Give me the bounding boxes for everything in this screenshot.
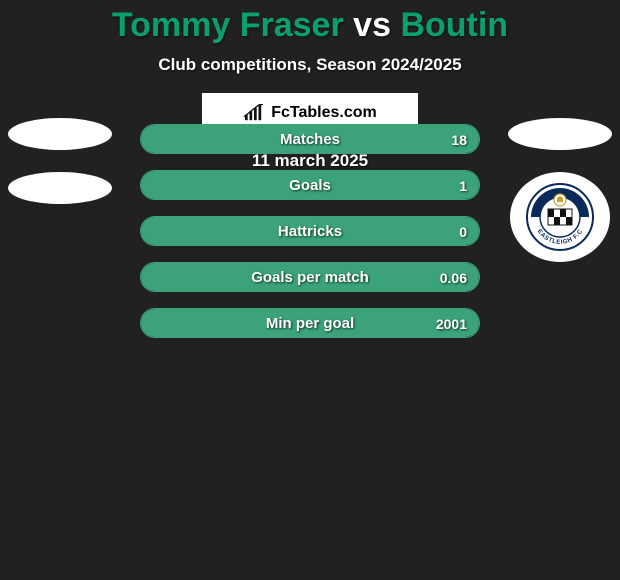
stat-label: Min per goal: [141, 309, 479, 337]
stat-value-b: 0: [459, 217, 467, 245]
player-b-name: Boutin: [400, 6, 508, 44]
stat-row: Hattricks0: [140, 216, 480, 246]
competition-subtitle: Club competitions, Season 2024/2025: [0, 55, 620, 75]
player-a-name: Tommy Fraser: [112, 6, 344, 44]
stat-label: Hattricks: [141, 217, 479, 245]
stat-row: Matches18: [140, 124, 480, 154]
bars-chart-icon: [243, 104, 265, 122]
player-b-club-badge: EASTLEIGH F.C: [510, 172, 610, 262]
vs-separator: vs: [353, 6, 391, 44]
comparison-title: Tommy Fraser vs Boutin: [0, 0, 620, 45]
stat-value-b: 2001: [436, 309, 467, 337]
stat-label: Goals per match: [141, 263, 479, 291]
player-a-avatar-placeholder: [8, 118, 112, 150]
stat-value-b: 1: [459, 171, 467, 199]
club-crest-icon: EASTLEIGH F.C: [525, 182, 595, 252]
player-b-column: EASTLEIGH F.C: [500, 118, 620, 262]
stat-value-b: 0.06: [440, 263, 467, 291]
stat-label: Goals: [141, 171, 479, 199]
stat-row: Goals per match0.06: [140, 262, 480, 292]
stat-label: Matches: [141, 125, 479, 153]
stat-row: Min per goal2001: [140, 308, 480, 338]
player-b-avatar-placeholder: [508, 118, 612, 150]
player-a-club-placeholder: [8, 172, 112, 204]
stat-value-b: 18: [451, 125, 467, 153]
player-a-column: [0, 118, 120, 226]
brand-text: FcTables.com: [271, 104, 377, 122]
stat-row: Goals1: [140, 170, 480, 200]
stats-bars: Matches18 Goals1 Hattricks0 Goals per match…: [140, 124, 480, 354]
